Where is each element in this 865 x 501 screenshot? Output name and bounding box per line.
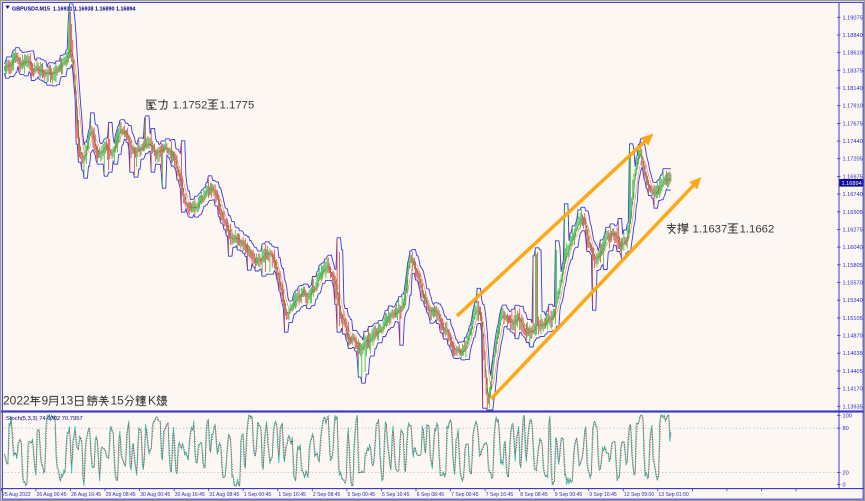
svg-text:100: 100 bbox=[843, 414, 852, 420]
svg-text:1.18610: 1.18610 bbox=[843, 51, 863, 57]
svg-text:1.14870: 1.14870 bbox=[843, 334, 863, 340]
svg-text:9 Sep 16:45: 9 Sep 16:45 bbox=[589, 492, 617, 498]
svg-text:1.1637: 1.1637 bbox=[693, 223, 728, 235]
svg-text:6 Sep 08:45: 6 Sep 08:45 bbox=[417, 492, 445, 498]
svg-text:1.13935: 1.13935 bbox=[843, 404, 863, 410]
svg-text:1.18140: 1.18140 bbox=[843, 86, 863, 92]
svg-text:GBPUSD#,M15 1.16931 1.16938 1: GBPUSD#,M15 1.16931 1.16938 1.16890 1.16… bbox=[12, 7, 135, 13]
svg-text:1.16975: 1.16975 bbox=[843, 174, 863, 180]
svg-text:31 Aug 08:45: 31 Aug 08:45 bbox=[209, 492, 239, 498]
svg-text:1.15570: 1.15570 bbox=[843, 281, 863, 287]
svg-text:1.18375: 1.18375 bbox=[843, 68, 863, 74]
svg-text:1.16740: 1.16740 bbox=[843, 192, 863, 198]
svg-text:9 Sep 00:45: 9 Sep 00:45 bbox=[555, 492, 583, 498]
svg-text:1.14170: 1.14170 bbox=[843, 387, 863, 393]
svg-text:80: 80 bbox=[843, 426, 849, 432]
svg-text:1.1662: 1.1662 bbox=[740, 223, 775, 235]
svg-text:2 Sep 08:45: 2 Sep 08:45 bbox=[313, 492, 341, 498]
svg-text:1.15105: 1.15105 bbox=[843, 316, 863, 322]
svg-text:K: K bbox=[148, 394, 156, 408]
svg-text:Stoch(5,3,3) 74.6702 70.7957: Stoch(5,3,3) 74.6702 70.7957 bbox=[6, 416, 83, 422]
svg-text:1.16040: 1.16040 bbox=[843, 245, 863, 251]
svg-text:9: 9 bbox=[42, 394, 49, 408]
svg-text:5 Sep 16:45: 5 Sep 16:45 bbox=[382, 492, 410, 498]
svg-text:1.1752: 1.1752 bbox=[173, 99, 208, 111]
svg-text:1.16894: 1.16894 bbox=[842, 181, 862, 187]
svg-text:20: 20 bbox=[843, 471, 849, 477]
svg-text:25 Aug 2022: 25 Aug 2022 bbox=[2, 492, 31, 498]
svg-text:13 Sep 01:00: 13 Sep 01:00 bbox=[658, 492, 688, 498]
svg-text:30 Aug 00:45: 30 Aug 00:45 bbox=[140, 492, 170, 498]
svg-text:15: 15 bbox=[111, 394, 125, 408]
svg-text:7 Sep 16:45: 7 Sep 16:45 bbox=[486, 492, 514, 498]
svg-text:0: 0 bbox=[843, 483, 846, 489]
svg-text:1 Sep 00:45: 1 Sep 00:45 bbox=[244, 492, 272, 498]
svg-text:13: 13 bbox=[60, 394, 74, 408]
svg-text:1.14635: 1.14635 bbox=[843, 351, 863, 357]
svg-text:26 Aug 16:45: 26 Aug 16:45 bbox=[71, 492, 101, 498]
svg-text:5 Sep 00:45: 5 Sep 00:45 bbox=[348, 492, 376, 498]
svg-text:1.15805: 1.15805 bbox=[843, 263, 863, 269]
svg-text:1.15340: 1.15340 bbox=[843, 298, 863, 304]
svg-text:7 Sep 00:45: 7 Sep 00:45 bbox=[451, 492, 479, 498]
svg-text:2022: 2022 bbox=[3, 394, 30, 408]
svg-text:8 Sep 08:45: 8 Sep 08:45 bbox=[520, 492, 548, 498]
svg-text:1.14405: 1.14405 bbox=[843, 369, 863, 375]
svg-text:1.17675: 1.17675 bbox=[843, 121, 863, 127]
svg-text:1.1775: 1.1775 bbox=[220, 99, 255, 111]
svg-text:1.18840: 1.18840 bbox=[843, 33, 863, 39]
svg-text:1.16505: 1.16505 bbox=[843, 210, 863, 216]
svg-text:12 Sep 09:00: 12 Sep 09:00 bbox=[624, 492, 654, 498]
svg-text:30 Aug 16:45: 30 Aug 16:45 bbox=[175, 492, 205, 498]
svg-text:1.17205: 1.17205 bbox=[843, 157, 863, 163]
svg-text:26 Aug 00:45: 26 Aug 00:45 bbox=[37, 492, 67, 498]
svg-text:1.17910: 1.17910 bbox=[843, 104, 863, 110]
svg-text:1 Sep 16:45: 1 Sep 16:45 bbox=[278, 492, 306, 498]
svg-text:1.19075: 1.19075 bbox=[843, 15, 863, 21]
svg-text:1.17440: 1.17440 bbox=[843, 139, 863, 145]
svg-text:1.16275: 1.16275 bbox=[843, 228, 863, 234]
svg-text:29 Aug 08:45: 29 Aug 08:45 bbox=[106, 492, 136, 498]
